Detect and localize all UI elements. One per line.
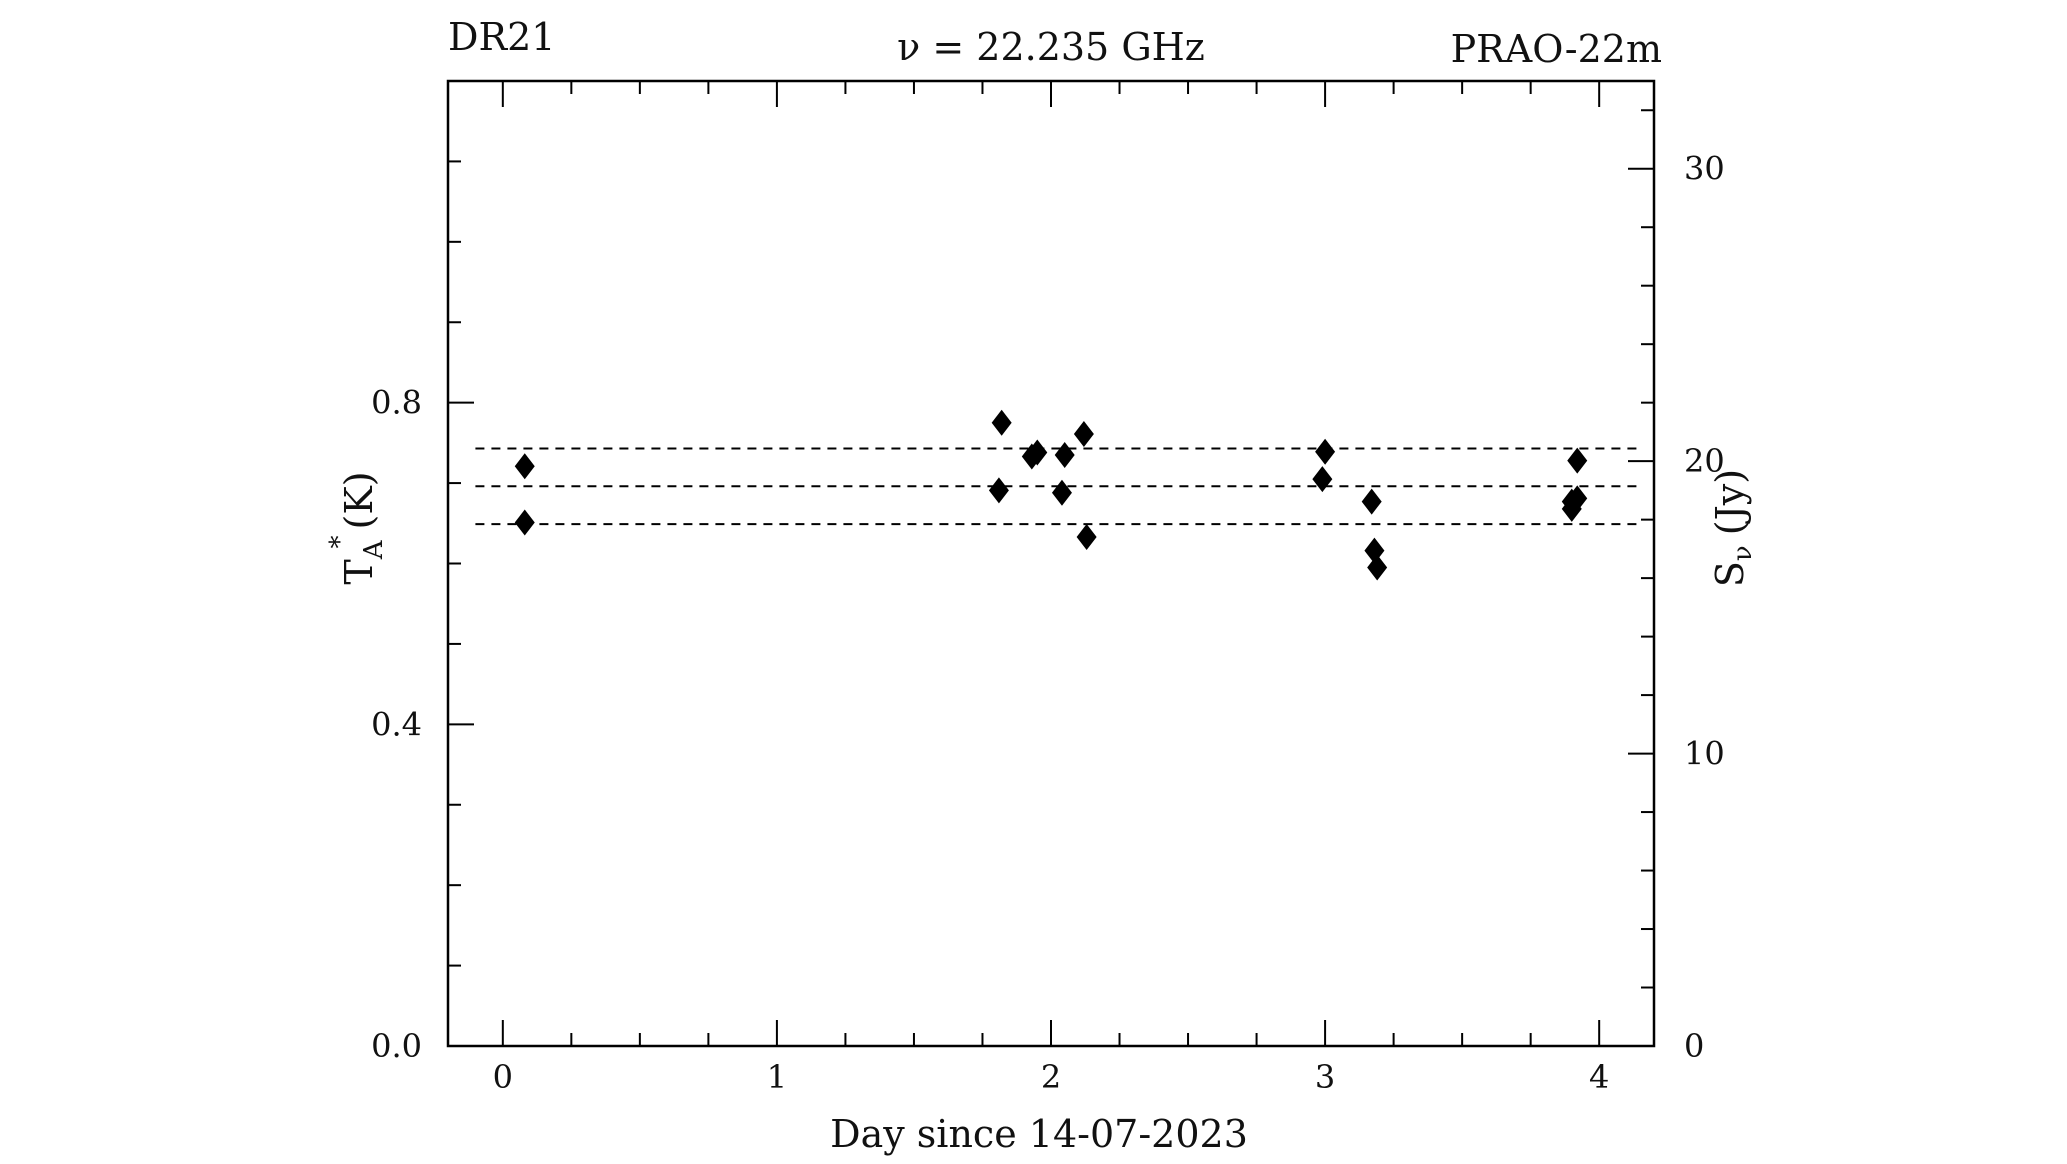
- y2-tick-label: 30: [1684, 150, 1725, 188]
- data-point: [1567, 447, 1588, 474]
- data-point: [1076, 523, 1097, 550]
- y-axis-label-main: T: [337, 559, 381, 584]
- data-point: [991, 409, 1012, 436]
- y-axis-label: TA * (K): [325, 471, 389, 584]
- y2-axis-label-main: S: [1708, 561, 1752, 587]
- data-point: [514, 453, 535, 480]
- title-right: PRAO-22m: [1451, 27, 1662, 71]
- y-tick-label: 0.8: [371, 384, 422, 422]
- data-point: [1054, 441, 1075, 468]
- title-center: ν = 22.235 GHz: [897, 25, 1205, 69]
- y-axis-label-unit: (K): [337, 471, 381, 529]
- x-tick-label: 3: [1315, 1058, 1335, 1096]
- x-axis-label: Day since 14-07-2023: [830, 1112, 1248, 1156]
- y2-tick-label: 0: [1684, 1027, 1704, 1065]
- y-tick-label: 0.4: [371, 705, 422, 743]
- data-point: [514, 509, 535, 536]
- data-point: [1567, 485, 1588, 512]
- y2-axis-label-subscript: ν: [1728, 545, 1758, 561]
- y-axis-label-subscript: A: [359, 539, 389, 560]
- y-axis-label-superscript: *: [325, 535, 355, 548]
- data-point: [1364, 537, 1385, 564]
- axis-ticks: [448, 80, 1654, 1047]
- x-tick-label: 0: [493, 1058, 513, 1096]
- data-point: [1312, 466, 1333, 493]
- data-point: [1073, 421, 1094, 448]
- x-tick-label: 4: [1589, 1058, 1609, 1096]
- data-point: [1315, 438, 1336, 465]
- plot-frame: [446, 79, 1656, 1048]
- data-point: [1051, 479, 1072, 506]
- svg-text:TA*(K): TA * (K): [325, 471, 389, 584]
- y2-tick-label: 10: [1684, 735, 1725, 773]
- data-points: [514, 409, 1588, 581]
- y2-axis-label-unit: (Jy): [1708, 469, 1752, 535]
- svg-text:Sν(Jy): Sν (Jy): [1708, 469, 1758, 587]
- y-tick-label: 0.0: [371, 1027, 422, 1065]
- data-point: [1367, 554, 1388, 581]
- data-point: [988, 477, 1009, 504]
- x-tick-label: 1: [767, 1058, 787, 1096]
- y2-axis-label: Sν (Jy): [1708, 469, 1758, 587]
- x-tick-label: 2: [1041, 1058, 1061, 1096]
- data-point: [1361, 488, 1382, 515]
- y2-tick-label: 20: [1684, 442, 1725, 480]
- data-point: [1027, 439, 1048, 466]
- axis-tick-labels: 0 1 2 3 4 0.0 0.4 0.8 0 10 20 30: [371, 150, 1725, 1096]
- title-left: DR21: [448, 15, 555, 59]
